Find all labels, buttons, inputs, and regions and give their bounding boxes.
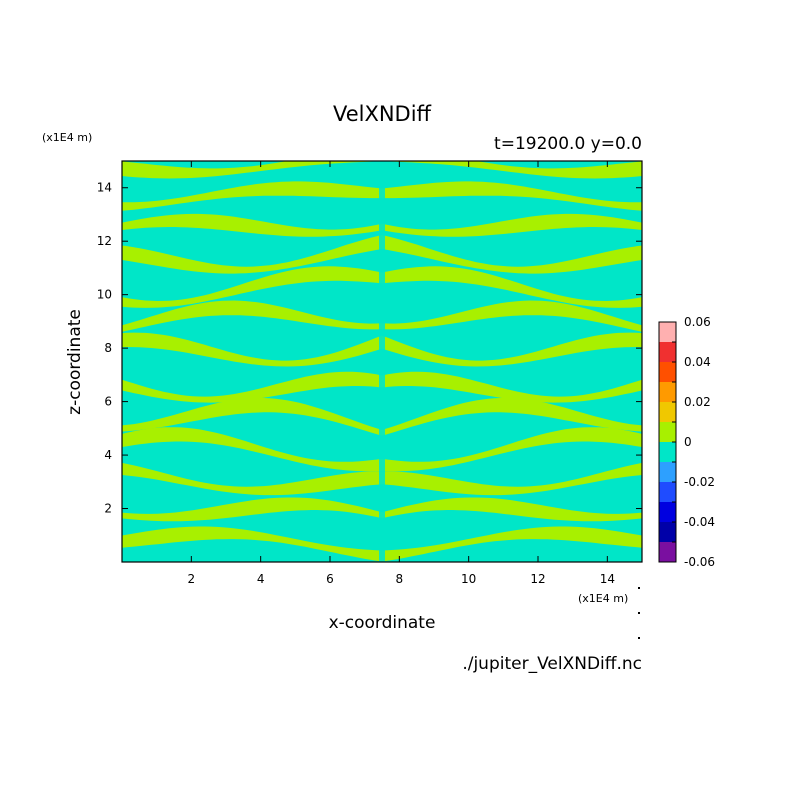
colorbar-swatch	[659, 382, 676, 402]
colorbar-tick-label: 0.02	[684, 395, 711, 409]
field-band	[122, 181, 382, 211]
field-band	[122, 462, 382, 496]
field-band	[122, 213, 382, 237]
field-band	[382, 371, 642, 403]
field-band	[382, 235, 642, 274]
colorbar-tick-label: -0.02	[684, 475, 715, 489]
marker-dot	[638, 587, 640, 589]
field-band	[382, 526, 642, 562]
colorbar-tick-label: -0.06	[684, 555, 715, 569]
x-tick-label: 10	[461, 572, 476, 586]
colorbar: -0.06 -0.04 -0.02 0 0.02 0.04 0.06	[658, 315, 715, 569]
field-band	[382, 300, 642, 332]
colorbar-tick-label: 0.04	[684, 355, 711, 369]
field-band	[122, 266, 382, 308]
field-band	[382, 497, 642, 522]
y-tick-label: 4	[104, 448, 112, 462]
center-strip	[379, 161, 385, 562]
colorbar-swatch	[659, 362, 676, 382]
field-bands	[122, 161, 642, 562]
field-band	[382, 213, 642, 237]
plot-area: 2 4 6 8 10 12 14 2 4 6 8 10 12 14	[97, 160, 643, 586]
y-axis-label: z-coordinate	[65, 309, 85, 415]
field-band	[122, 371, 382, 403]
field-band	[122, 300, 382, 332]
colorbar-swatch	[659, 542, 676, 562]
y-tick-label: 8	[104, 341, 112, 355]
field-band	[122, 526, 382, 562]
field-band	[122, 161, 382, 179]
colorbar-swatch	[659, 502, 676, 522]
x-tick-label: 6	[326, 572, 334, 586]
x-tick-label: 2	[188, 572, 196, 586]
colorbar-swatch	[659, 482, 676, 502]
colorbar-swatch	[659, 342, 676, 362]
y-tick-label: 12	[97, 234, 112, 248]
marker-dot	[638, 612, 640, 614]
colorbar-swatch	[659, 422, 676, 442]
field-band	[382, 181, 642, 211]
colorbar-tick-label: -0.04	[684, 515, 715, 529]
x-axis-ticks: 2 4 6 8 10 12 14	[188, 161, 615, 586]
field-band	[382, 332, 642, 367]
colorbar-swatch	[659, 442, 676, 462]
y-unit-label: (x1E4 m)	[42, 131, 92, 144]
field-band	[382, 266, 642, 308]
field-band	[382, 398, 642, 436]
y-tick-label: 14	[97, 181, 112, 195]
field-band	[122, 332, 382, 367]
x-unit-label: (x1E4 m)	[578, 592, 628, 605]
y-tick-label: 10	[97, 288, 112, 302]
x-tick-label: 14	[600, 572, 615, 586]
field-band	[382, 462, 642, 496]
chart-title: VelXNDiff	[333, 102, 432, 126]
field-band	[122, 398, 382, 436]
colorbar-tick-label: 0.06	[684, 315, 711, 329]
dots	[638, 587, 640, 639]
x-tick-label: 4	[257, 572, 265, 586]
plot-frame	[121, 160, 643, 563]
colorbar-swatch	[659, 522, 676, 542]
colorbar-swatch	[659, 402, 676, 422]
field-band	[122, 235, 382, 274]
colorbar-swatch	[659, 462, 676, 482]
y-tick-label: 6	[104, 395, 112, 409]
y-axis-ticks: 2 4 6 8 10 12 14	[97, 181, 642, 516]
field-band	[382, 427, 642, 472]
chart-subtitle: t=19200.0 y=0.0	[494, 134, 642, 154]
field-band	[122, 427, 382, 472]
x-axis-label: x-coordinate	[329, 613, 436, 633]
colorbar-tick-label: 0	[684, 435, 692, 449]
source-file-label: ./jupiter_VelXNDiff.nc	[462, 654, 642, 674]
field-band	[382, 161, 642, 179]
y-tick-label: 2	[104, 502, 112, 516]
field-band	[122, 497, 382, 522]
marker-dot	[638, 637, 640, 639]
x-tick-label: 12	[530, 572, 545, 586]
x-tick-label: 8	[396, 572, 404, 586]
colorbar-swatch	[659, 322, 676, 342]
